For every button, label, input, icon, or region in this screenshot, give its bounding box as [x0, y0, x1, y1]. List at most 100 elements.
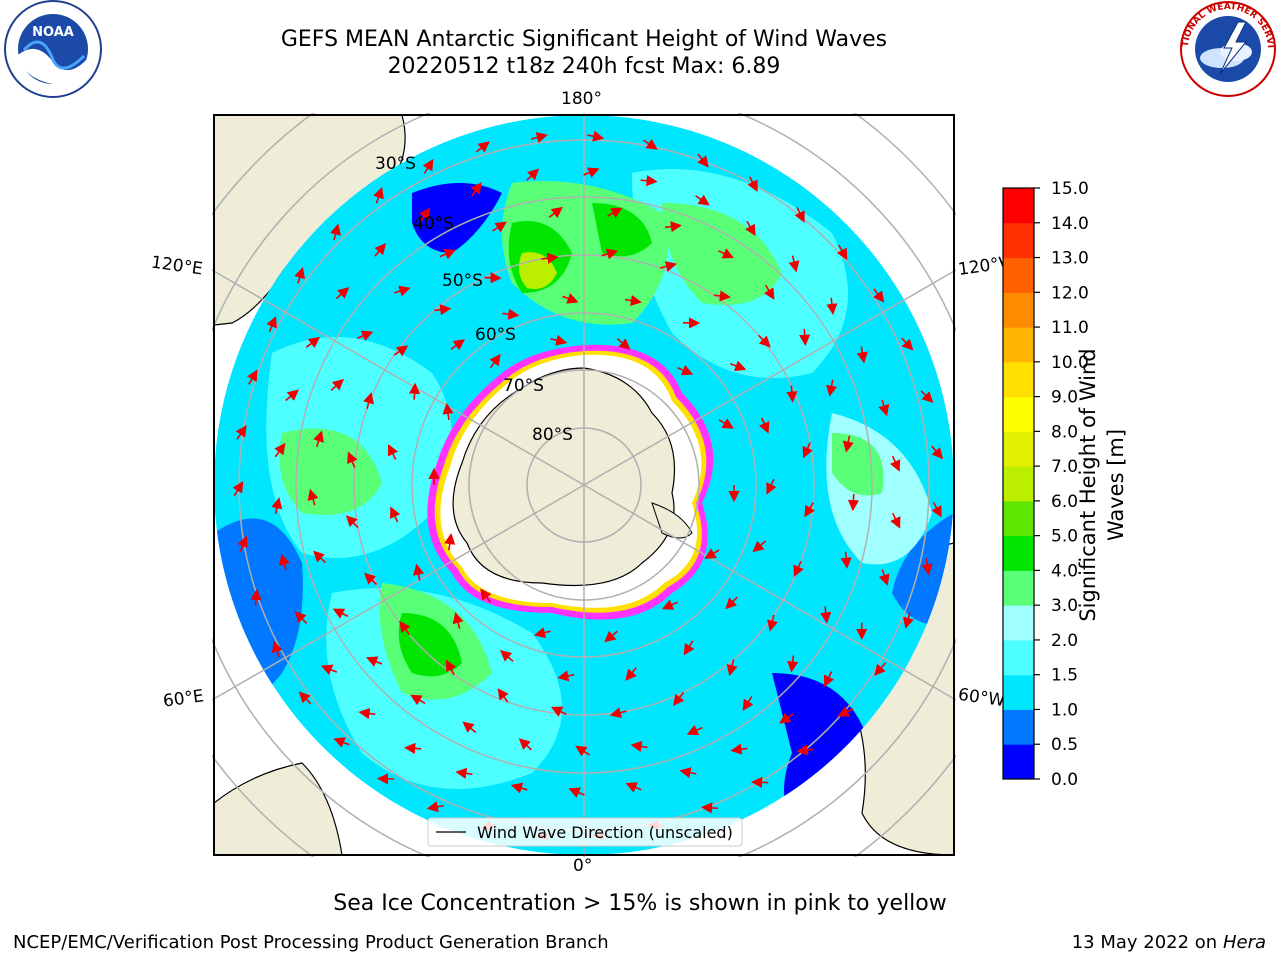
- colorbar-bands: [1003, 188, 1034, 780]
- wave-direction-arrow: [237, 535, 248, 552]
- colorbar-tick-label: 15.0: [1051, 180, 1089, 199]
- wave-direction-arrow: [312, 550, 326, 564]
- wave-direction-arrow: [271, 640, 283, 658]
- wave-direction-arrow: [920, 390, 934, 404]
- lon-label-0: 0°: [573, 856, 593, 876]
- colorbar-tick-label: 6.0: [1051, 492, 1078, 512]
- wave-direction-arrow: [526, 168, 540, 181]
- colorbar-band: [1003, 500, 1034, 537]
- wave-direction-arrow: [408, 382, 421, 400]
- wave-direction-arrow: [730, 743, 748, 755]
- wave-direction-arrow: [758, 334, 771, 348]
- wave-direction-arrow: [747, 176, 758, 192]
- colorbar-tick-label: 5.0: [1051, 527, 1078, 547]
- wave-direction-arrow: [878, 399, 890, 417]
- colorbar-frame: [1002, 187, 1035, 780]
- wave-direction-arrow: [452, 612, 464, 629]
- footer-host: Hera: [1222, 932, 1266, 953]
- map-frame: [213, 114, 955, 856]
- wave-direction-arrow: [673, 691, 685, 707]
- wave-direction-arrow: [250, 588, 262, 606]
- wave-direction-arrow: [363, 392, 374, 409]
- wave-direction-arrow: [533, 627, 551, 639]
- footer-date: 13 May 2022 on Hera: [1072, 932, 1266, 953]
- wave-direction-arrow: [330, 378, 344, 391]
- wave-direction-arrow: [660, 261, 677, 272]
- colorbar-tick-label: 12.0: [1051, 283, 1089, 303]
- map-title: GEFS MEAN Antarctic Significant Height o…: [280, 27, 888, 52]
- colorbar-band: [1003, 188, 1034, 224]
- colorbar-band: [1003, 570, 1034, 606]
- wave-direction-arrow: [587, 130, 605, 142]
- wave-direction-arrow: [373, 186, 384, 204]
- wave-direction-arrow: [640, 175, 658, 187]
- wave-direction-arrow: [345, 515, 359, 528]
- colorbar-band: [1003, 292, 1034, 328]
- colorbar-tick-label: 3.0: [1051, 596, 1078, 616]
- map-subtitle: 20220512 t18z 240h fcst Max: 6.89: [387, 54, 781, 79]
- wave-direction-arrow: [836, 244, 848, 260]
- wave-direction-arrow: [442, 402, 454, 421]
- colorbar-band: [1003, 431, 1034, 467]
- wave-direction-arrow: [763, 284, 775, 300]
- wave-direction-arrow: [374, 243, 387, 257]
- noaa-logo: NOAA: [4, 0, 102, 98]
- wave-direction-arrow: [330, 223, 341, 241]
- wave-direction-arrow: [931, 445, 944, 460]
- polar-map: 30°S 40°S 50°S 60°S 70°S 80°S Wind Wave …: [212, 113, 956, 857]
- wave-direction-arrow: [878, 569, 890, 586]
- footer-producer: NCEP/EMC/Verification Post Processing Pr…: [13, 932, 609, 953]
- wave-direction-arrow: [745, 220, 756, 237]
- wave-direction-arrow: [364, 572, 378, 586]
- wave-direction-arrow: [320, 664, 338, 676]
- wave-direction-arrow: [624, 294, 642, 307]
- wave-direction-arrow: [847, 493, 860, 512]
- wave-direction-arrow: [502, 308, 520, 320]
- wave-direction-arrow: [616, 338, 631, 350]
- wave-direction-arrow: [796, 744, 814, 756]
- wave-direction-arrow: [799, 328, 811, 346]
- wave-direction-arrow: [643, 138, 658, 150]
- wave-direction-arrow: [274, 442, 286, 458]
- colorbar-ticks: 0.0 0.5 1.0 1.5 2.0 3.0 4.0 5.0 6.0 7.0 8.0 9.0 10.0…: [1034, 180, 1089, 790]
- wave-direction-arrow: [285, 389, 299, 402]
- map-legend: Wind Wave Direction (unscaled): [427, 817, 743, 847]
- wave-direction-arrow: [826, 379, 838, 397]
- wave-direction-arrow: [826, 297, 838, 315]
- wave-direction-arrow: [335, 287, 350, 300]
- wave-direction-arrow: [389, 506, 401, 523]
- colorbar-band: [1003, 639, 1034, 676]
- wave-direction-arrow: [294, 611, 308, 625]
- wave-direction-arrow: [332, 608, 349, 619]
- wave-direction-arrow: [607, 207, 623, 218]
- colorbar-tick-label: 4.0: [1051, 561, 1078, 581]
- wave-direction-arrow: [718, 248, 735, 259]
- wave-direction-arrow: [726, 659, 738, 677]
- colorbar-band: [1003, 466, 1034, 502]
- colorbar-tick-label: 8.0: [1051, 422, 1078, 442]
- wave-direction-arrow: [583, 167, 600, 178]
- wave-direction-arrow: [298, 691, 312, 705]
- wave-direction-arrow: [497, 688, 509, 703]
- lon-label-120e: 120°E: [149, 252, 204, 280]
- wave-direction-arrow: [713, 290, 731, 302]
- lat-label-70s: 70°S: [503, 376, 544, 396]
- noaa-logo-text: NOAA: [32, 25, 74, 40]
- colorbar-tick-label: 1.5: [1051, 666, 1078, 686]
- wave-direction-arrow: [247, 369, 258, 385]
- wave-direction-arrow: [366, 656, 383, 667]
- wave-direction-arrow: [388, 444, 399, 460]
- footer-date-text: 13 May 2022 on: [1071, 932, 1218, 953]
- wave-direction-arrow: [480, 588, 492, 603]
- wave-direction-arrow: [889, 455, 901, 472]
- wave-direction-arrow: [394, 285, 411, 297]
- wave-direction-arrow: [697, 153, 709, 168]
- colorbar-band: [1003, 674, 1034, 710]
- wave-direction-arrow: [307, 488, 319, 506]
- wave-direction-arrow: [823, 671, 835, 688]
- lat-label-60s: 60°S: [475, 325, 516, 345]
- wave-direction-arrow: [837, 706, 854, 717]
- wave-direction-arrow: [462, 721, 477, 734]
- wave-direction-arrow: [333, 737, 350, 748]
- wave-direction-arrow: [568, 787, 585, 798]
